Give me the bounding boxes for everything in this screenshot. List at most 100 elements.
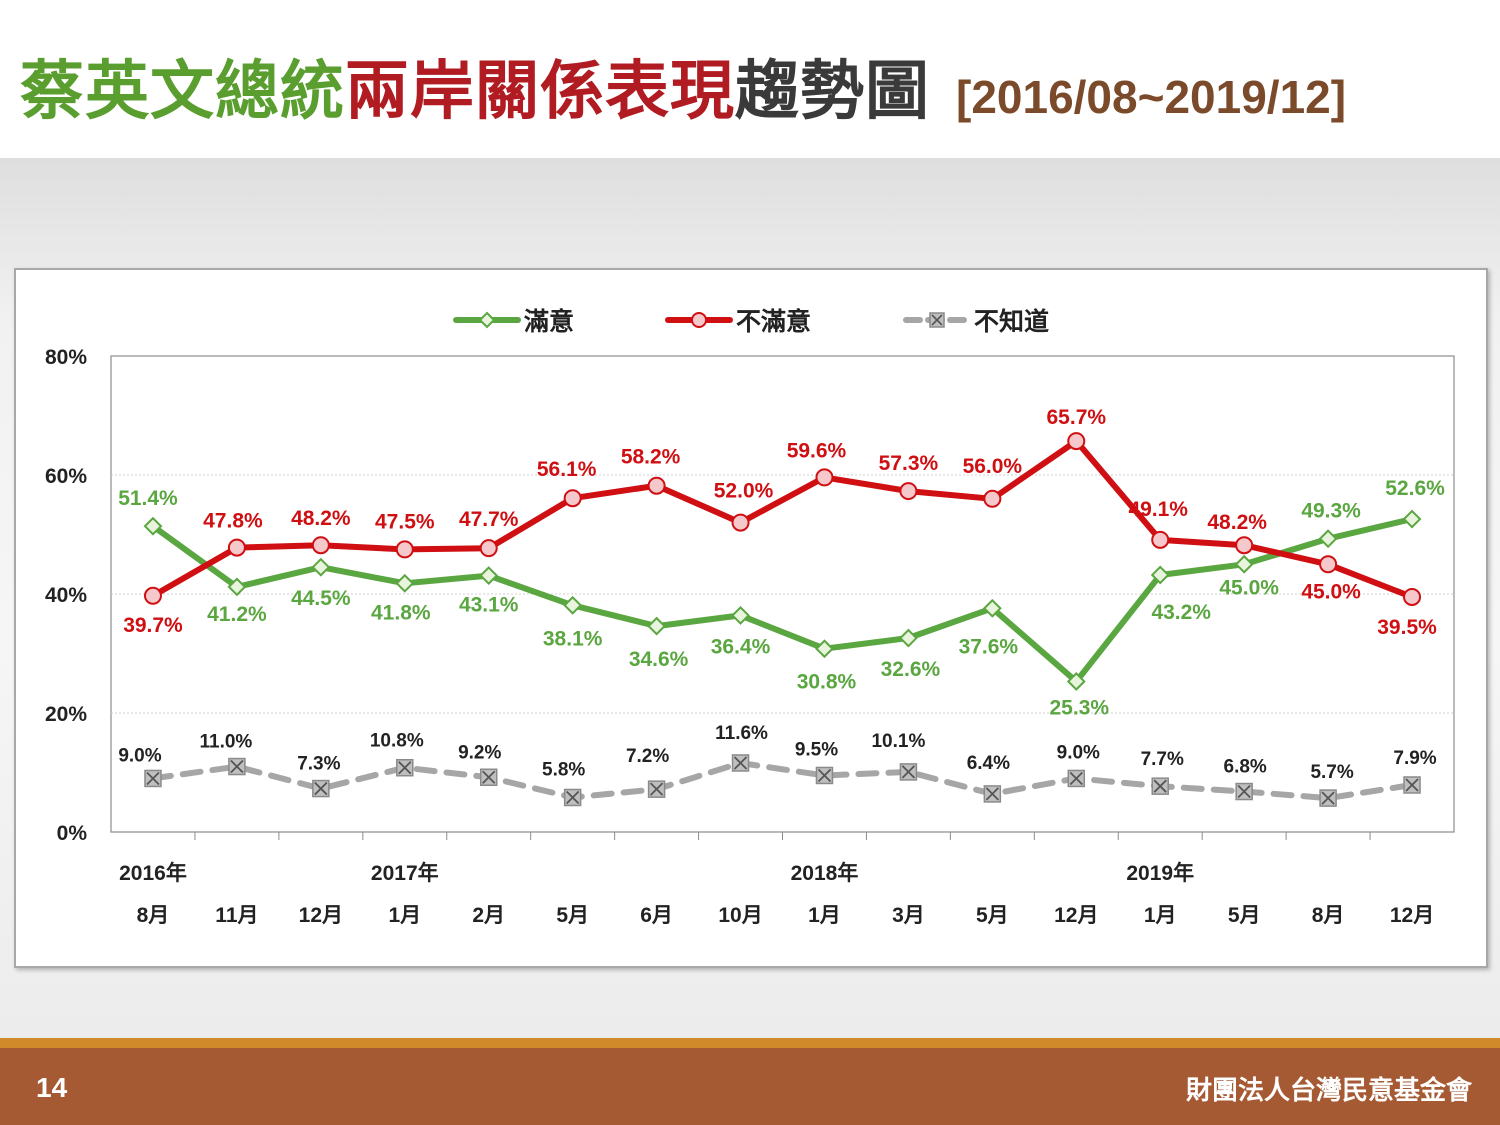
point-marker-circle bbox=[1151, 530, 1170, 549]
data-label: 49.3% bbox=[1301, 500, 1361, 523]
point-marker-x bbox=[398, 761, 412, 775]
data-label: 7.2% bbox=[626, 746, 669, 767]
x-year-label: 2016年 bbox=[119, 861, 187, 885]
footer-bar: 14 財團法人台灣民意基金會 bbox=[0, 1048, 1500, 1125]
x-month-label: 5月 bbox=[976, 904, 1009, 927]
organization-name: 財團法人台灣民意基金會 bbox=[1185, 1075, 1472, 1105]
point-marker-x bbox=[566, 790, 580, 805]
x-month-label: 11月 bbox=[215, 904, 258, 927]
x-month-label: 1月 bbox=[388, 904, 421, 927]
point-marker-circle bbox=[143, 586, 162, 605]
data-label: 43.1% bbox=[459, 594, 519, 617]
point-marker-diamond bbox=[563, 595, 583, 615]
point-marker-x bbox=[1321, 791, 1335, 805]
title-part-president: 蔡英文總統 bbox=[20, 55, 345, 127]
trend-chart: 0% 20% 40% 60% 80% 2016年 2017年 2018年 2019年 8月 11月 1… bbox=[45, 307, 1455, 927]
slide-title: 蔡英文總統 兩岸關係表現 趨勢圖 [2016/08~2019/12] bbox=[20, 40, 1346, 140]
data-label: 9.2% bbox=[458, 742, 501, 763]
point-marker-diamond bbox=[647, 616, 667, 636]
point-marker-diamond bbox=[1066, 672, 1086, 691]
point-marker-x bbox=[230, 759, 244, 774]
data-label: 39.5% bbox=[1377, 616, 1437, 639]
point-marker-diamond bbox=[982, 598, 1002, 618]
point-marker-x bbox=[1069, 771, 1083, 786]
point-marker-x bbox=[314, 781, 328, 796]
data-label: 47.5% bbox=[375, 510, 435, 533]
footer-accent-line bbox=[0, 1038, 1500, 1048]
point-marker-diamond bbox=[815, 639, 834, 659]
point-marker-circle bbox=[1235, 536, 1254, 555]
x-month-label: 12月 bbox=[1390, 904, 1434, 927]
legend-label: 滿意 bbox=[524, 307, 574, 336]
legend-marker-x bbox=[931, 314, 943, 326]
data-label: 52.6% bbox=[1385, 477, 1445, 500]
data-label: 32.6% bbox=[881, 658, 941, 681]
x-month-label: 5月 bbox=[1228, 904, 1261, 927]
x-year-label: 2017年 bbox=[371, 861, 439, 885]
data-label: 5.7% bbox=[1310, 762, 1353, 783]
data-label: 49.1% bbox=[1128, 498, 1188, 521]
point-marker-circle bbox=[983, 489, 1002, 508]
point-marker-diamond bbox=[1318, 529, 1338, 549]
data-label: 9.0% bbox=[118, 745, 161, 766]
series-line-3 bbox=[150, 760, 1415, 802]
point-marker-x bbox=[649, 782, 664, 796]
legend-label: 不知道 bbox=[974, 307, 1049, 336]
x-month-label: 1月 bbox=[1144, 904, 1177, 927]
data-label: 9.5% bbox=[795, 739, 838, 760]
data-label: 56.1% bbox=[537, 458, 597, 481]
point-marker-diamond bbox=[898, 628, 918, 648]
data-label: 30.8% bbox=[797, 671, 857, 694]
data-label: 44.5% bbox=[291, 587, 351, 610]
data-label: 59.6% bbox=[787, 439, 847, 462]
data-label: 10.8% bbox=[370, 731, 424, 752]
point-marker-x bbox=[817, 768, 832, 783]
data-label: 7.7% bbox=[1141, 749, 1184, 770]
data-label: 56.0% bbox=[963, 455, 1023, 478]
point-marker-diamond bbox=[731, 606, 750, 625]
x-month-label: 12月 bbox=[299, 904, 343, 927]
point-marker-x bbox=[146, 771, 160, 786]
title-part-trend: 趨勢圖 bbox=[735, 55, 930, 127]
title-period: [2016/08~2019/12] bbox=[956, 71, 1347, 123]
data-label: 45.0% bbox=[1219, 576, 1279, 599]
point-marker-circle bbox=[1067, 432, 1086, 451]
data-label: 25.3% bbox=[1050, 696, 1110, 719]
data-label: 47.8% bbox=[203, 510, 263, 533]
x-month-label: 3月 bbox=[892, 904, 925, 927]
data-label: 11.0% bbox=[199, 732, 252, 753]
x-year-label: 2018年 bbox=[791, 861, 859, 885]
point-marker-x bbox=[1153, 779, 1167, 793]
data-label: 36.4% bbox=[711, 635, 771, 658]
point-marker-x bbox=[901, 765, 916, 779]
data-label: 9.0% bbox=[1057, 742, 1100, 763]
data-label: 41.8% bbox=[371, 601, 431, 624]
point-marker-diamond bbox=[479, 566, 499, 585]
point-marker-circle bbox=[227, 538, 246, 557]
data-label: 52.0% bbox=[714, 480, 774, 503]
x-month-label: 1月 bbox=[808, 904, 841, 927]
x-month-label: 8月 bbox=[137, 904, 170, 927]
point-marker-diamond bbox=[311, 557, 331, 577]
point-marker-circle bbox=[1403, 587, 1422, 606]
point-marker-circle bbox=[815, 468, 834, 487]
data-label: 47.7% bbox=[459, 508, 519, 531]
y-tick-label: 60% bbox=[45, 465, 87, 488]
y-tick-label: 0% bbox=[57, 822, 88, 845]
point-marker-circle bbox=[899, 482, 918, 501]
point-marker-circle bbox=[563, 489, 582, 508]
x-month-label: 8月 bbox=[1312, 904, 1345, 927]
data-label: 58.2% bbox=[621, 446, 681, 469]
data-label: 51.4% bbox=[118, 487, 178, 510]
point-marker-diamond bbox=[1402, 509, 1422, 529]
y-tick-label: 40% bbox=[45, 584, 87, 607]
legend-marker-diamond bbox=[478, 311, 496, 329]
x-month-label: 2月 bbox=[472, 904, 505, 927]
page-number: 14 bbox=[36, 1072, 68, 1103]
data-label: 48.2% bbox=[291, 507, 351, 530]
point-marker-circle bbox=[311, 536, 330, 555]
plot-area bbox=[110, 355, 1455, 833]
point-marker-circle bbox=[1319, 555, 1338, 574]
y-tick-label: 20% bbox=[45, 703, 87, 726]
point-marker-x bbox=[733, 756, 748, 770]
